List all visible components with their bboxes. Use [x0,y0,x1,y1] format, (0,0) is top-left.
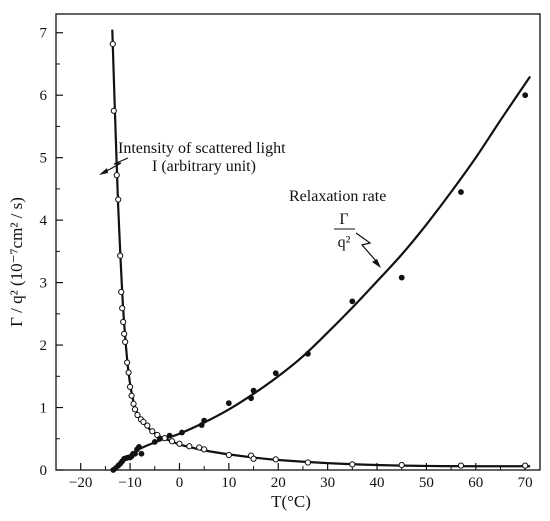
intensity-point [109,40,116,48]
relaxation-point [136,443,142,450]
x-tick-label: 20 [271,475,286,491]
x-tick-label: −20 [69,475,92,491]
x-tick-label: 10 [221,475,236,491]
relaxation-point [272,370,279,377]
intensity-point [522,462,529,469]
intensity-point [196,444,203,451]
relaxation-pointer-arrow [355,232,378,263]
intensity-pointer-arrow [102,157,129,174]
relaxation-point [522,92,529,99]
intensity-point [176,440,183,447]
relaxation-point [458,189,464,195]
intensity-point [130,400,137,407]
y-axis-ticks: 0 1 2 3 4 5 6 7 [40,26,63,479]
relaxation-point [156,435,163,442]
relaxation-point [132,450,138,457]
intensity-point [168,438,176,445]
relaxation-label: Relaxation rate [289,188,386,205]
x-tick-label: 60 [468,475,483,491]
relaxation-point [166,432,173,439]
relaxation-point [201,417,208,424]
intensity-point [144,422,151,429]
intensity-point [349,461,356,468]
intensity-point [124,359,131,366]
intensity-arrowhead [99,168,108,175]
relaxation-point [198,422,205,428]
fit-curves [111,29,532,471]
relaxation-point [349,298,356,305]
data-points [109,40,529,473]
intensity-point [201,446,208,453]
intensity-point [121,330,128,337]
intensity-point [119,305,126,312]
plot-frame [55,13,541,471]
relaxation-denominator: q² [338,234,351,251]
y-tick-label: 1 [40,401,48,417]
relaxation-point [151,438,158,445]
relaxation-point [179,429,185,436]
intensity-point [122,338,129,346]
x-axis-ticks: −20 −10 0 10 20 30 40 50 60 70 [69,463,533,491]
x-tick-label: 70 [518,475,533,491]
intensity-point [128,392,135,399]
plot-border [55,13,541,471]
intensity-point [118,288,125,296]
intensity-point [110,107,117,114]
relaxation-point [225,400,232,407]
intensity-point [125,369,132,376]
intensity-point [186,443,193,450]
intensity-point [140,418,147,426]
y-tick-label: 3 [40,276,48,292]
x-tick-label: 0 [176,475,184,491]
relaxation-point [304,350,311,357]
y-tick-label: 6 [40,88,48,104]
intensity-point [250,455,257,462]
intensity-point [149,428,156,435]
intensity-point [117,252,124,259]
relaxation-curve [112,75,532,471]
relaxation-numerator: Γ [339,211,348,228]
relaxation-arrowhead [372,259,381,268]
intensity-point [131,406,139,413]
y-tick-label: 7 [40,26,48,42]
intensity-point [398,461,405,469]
y-tick-label: 4 [40,213,48,229]
intensity-curve [111,29,531,468]
intensity-point [120,318,127,326]
intensity-point [113,172,120,179]
x-tick-label: 40 [370,475,385,491]
y-tick-label: 2 [40,338,48,354]
intensity-point [457,462,465,469]
x-axis-title: T(°C) [271,492,311,511]
intensity-label-line1: Intensity of scattered light [118,140,286,157]
intensity-point [272,456,279,463]
intensity-point [126,383,134,391]
relaxation-point [398,274,405,281]
y-tick-label: 0 [40,463,48,479]
x-tick-label: −10 [118,475,141,491]
relaxation-point [250,387,257,394]
intensity-point [225,451,232,459]
relaxation-point [138,450,145,457]
y-tick-label: 5 [40,151,48,167]
y-axis-title: Γ / q² (10⁻⁷cm² / s) [7,197,26,327]
intensity-point [134,411,141,419]
intensity-label-line2: I (arbitrary unit) [152,158,256,175]
intensity-point [161,435,168,442]
intensity-point [115,196,122,203]
intensity-point [304,459,311,466]
x-tick-label: 30 [320,475,335,491]
x-tick-label: 50 [419,475,434,491]
relaxation-point [248,395,254,402]
